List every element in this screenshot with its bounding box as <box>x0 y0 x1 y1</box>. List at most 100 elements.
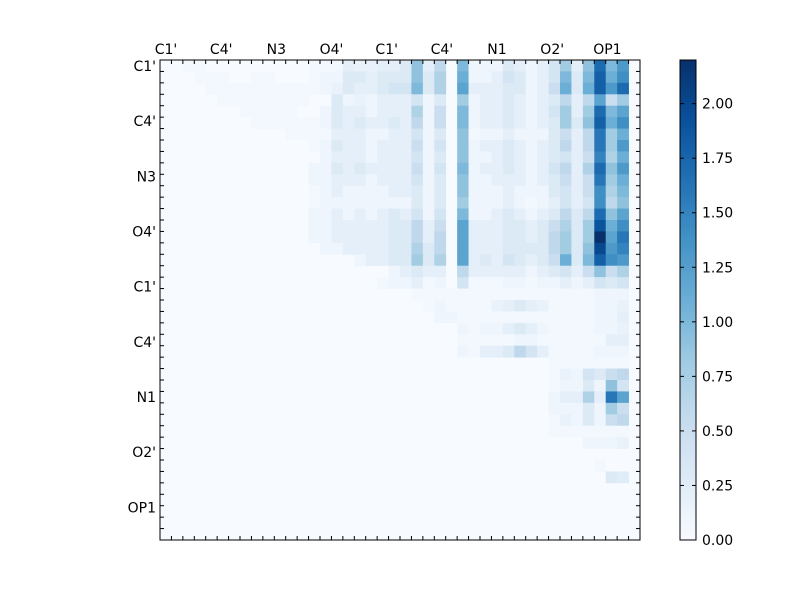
heatmap-cell <box>605 391 618 404</box>
heatmap-cell <box>548 71 561 84</box>
heatmap-cell <box>400 162 412 175</box>
heatmap-cell <box>388 140 401 152</box>
heatmap-cell <box>571 300 584 312</box>
heatmap-cell <box>365 82 378 95</box>
heatmap-cell <box>582 425 595 438</box>
heatmap-cell <box>411 94 424 107</box>
heatmap-cell <box>480 128 492 141</box>
heatmap-cell <box>617 357 629 369</box>
heatmap-cell <box>548 60 561 72</box>
heatmap-cell <box>468 151 481 164</box>
heatmap-cell <box>582 300 595 312</box>
heatmap-cell <box>480 117 492 129</box>
heatmap-cell <box>434 140 447 152</box>
heatmap-cell <box>491 82 504 95</box>
heatmap-cell <box>605 242 618 255</box>
heatmap-cell <box>182 60 195 72</box>
heatmap-cell <box>491 197 504 209</box>
heatmap-cell <box>365 231 378 244</box>
heatmap-cell <box>605 140 618 152</box>
heatmap-cell <box>594 117 607 129</box>
heatmap-cell <box>331 140 344 152</box>
heatmap-cell <box>582 197 595 209</box>
heatmap-cell <box>582 151 595 164</box>
heatmap-cell <box>411 162 424 175</box>
heatmap-cell <box>514 82 527 95</box>
heatmap-cell <box>571 242 584 255</box>
heatmap-cell <box>514 300 527 312</box>
heatmap-cell <box>434 288 447 301</box>
heatmap-cell <box>411 105 424 118</box>
heatmap-cell <box>262 105 275 118</box>
heatmap-cell <box>434 128 447 141</box>
heatmap-cell <box>571 94 584 107</box>
heatmap-cell <box>422 300 435 312</box>
heatmap-cell <box>331 242 344 255</box>
heatmap-cell <box>548 174 561 187</box>
heatmap-cell <box>457 128 469 141</box>
heatmap-cell <box>411 82 424 95</box>
heatmap-cell <box>377 220 389 232</box>
heatmap-cell <box>400 140 412 152</box>
heatmap-cell <box>605 254 618 267</box>
heatmap-cell <box>605 151 618 164</box>
heatmap-cell <box>594 208 607 221</box>
heatmap-cell <box>377 105 389 118</box>
heatmap-cell <box>457 151 469 164</box>
heatmap-cell <box>617 60 629 72</box>
heatmap-cell <box>354 242 367 255</box>
heatmap-cell <box>377 151 389 164</box>
heatmap-cell <box>560 151 572 164</box>
heatmap-cell <box>457 242 469 255</box>
heatmap-cell <box>468 185 481 198</box>
heatmap-cell <box>560 140 572 152</box>
heatmap-cell <box>251 71 264 84</box>
heatmap-cell <box>320 117 332 129</box>
heatmap-cell <box>548 334 561 347</box>
heatmap-cell <box>320 71 332 84</box>
heatmap-cell <box>274 94 287 107</box>
heatmap-cell <box>468 220 481 232</box>
heatmap-cell <box>274 105 287 118</box>
heatmap-cell <box>388 265 401 278</box>
heatmap-cell <box>457 322 469 335</box>
heatmap-cell <box>502 82 515 95</box>
heatmap-cell <box>285 82 298 95</box>
heatmap-cell <box>480 231 492 244</box>
heatmap-cell <box>388 277 401 289</box>
heatmap-cell <box>411 208 424 221</box>
heatmap-cell <box>411 174 424 187</box>
heatmap-cell <box>491 94 504 107</box>
heatmap-cell <box>240 105 252 118</box>
heatmap-cell <box>594 391 607 404</box>
heatmap-cell <box>605 425 618 438</box>
heatmap-cell <box>365 242 378 255</box>
heatmap-cell <box>308 82 321 95</box>
heatmap-cell <box>617 94 629 107</box>
heatmap-cell <box>605 185 618 198</box>
heatmap-cell <box>320 231 332 244</box>
heatmap-cell <box>514 197 527 209</box>
heatmap-cell <box>285 128 298 141</box>
heatmap-cell <box>457 197 469 209</box>
heatmap-cell <box>502 220 515 232</box>
heatmap-cell <box>480 334 492 347</box>
x-tick-labels: C1' C4' N3 O4' C1' C4' N1 O2' OP1 <box>155 42 622 58</box>
heatmap-cell <box>411 197 424 209</box>
heatmap-cell <box>560 208 572 221</box>
heatmap-cell <box>251 82 264 95</box>
heatmap-cell <box>342 105 355 118</box>
heatmap-cell <box>468 288 481 301</box>
heatmap-cell <box>342 60 355 72</box>
heatmap-cell <box>308 220 321 232</box>
heatmap-cell <box>617 345 629 358</box>
heatmap-cell <box>605 402 618 415</box>
heatmap-cell <box>308 231 321 244</box>
heatmap-cell <box>457 174 469 187</box>
heatmap-cell <box>605 311 618 324</box>
heatmap-cell <box>582 368 595 381</box>
heatmap-cell <box>297 117 309 129</box>
heatmap-cell <box>331 162 344 175</box>
heatmap-cell <box>525 288 538 301</box>
